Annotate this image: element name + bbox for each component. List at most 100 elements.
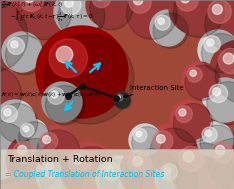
Circle shape — [0, 100, 35, 140]
Circle shape — [90, 0, 133, 30]
Circle shape — [19, 122, 50, 153]
Circle shape — [115, 93, 131, 109]
Circle shape — [150, 128, 197, 175]
Circle shape — [0, 0, 23, 68]
Circle shape — [185, 65, 220, 100]
Circle shape — [0, 62, 18, 118]
Circle shape — [155, 15, 170, 30]
Circle shape — [158, 18, 165, 24]
Circle shape — [6, 134, 58, 186]
Circle shape — [12, 0, 68, 36]
Circle shape — [0, 67, 22, 122]
Circle shape — [129, 0, 151, 13]
Circle shape — [65, 147, 120, 189]
Circle shape — [4, 109, 11, 116]
Circle shape — [170, 138, 230, 189]
Circle shape — [116, 94, 123, 101]
Circle shape — [201, 33, 234, 73]
Circle shape — [169, 0, 221, 34]
Circle shape — [158, 161, 197, 189]
Circle shape — [157, 135, 165, 143]
Circle shape — [155, 158, 195, 189]
Circle shape — [126, 0, 177, 39]
Circle shape — [18, 146, 27, 155]
Circle shape — [36, 26, 128, 118]
Circle shape — [197, 122, 233, 158]
Circle shape — [72, 154, 82, 164]
Circle shape — [150, 10, 186, 46]
Circle shape — [61, 0, 81, 15]
Circle shape — [114, 92, 130, 108]
Circle shape — [176, 0, 198, 11]
Circle shape — [208, 0, 231, 23]
Circle shape — [187, 67, 202, 82]
Circle shape — [122, 0, 174, 36]
Circle shape — [200, 0, 234, 48]
Circle shape — [202, 127, 217, 142]
Circle shape — [54, 0, 102, 36]
Circle shape — [0, 122, 31, 184]
Circle shape — [161, 164, 177, 180]
Circle shape — [198, 30, 234, 70]
Circle shape — [100, 160, 143, 189]
Circle shape — [1, 106, 17, 122]
Circle shape — [213, 88, 221, 96]
Circle shape — [36, 153, 80, 189]
Circle shape — [210, 40, 234, 100]
Circle shape — [204, 36, 220, 52]
Circle shape — [205, 0, 234, 52]
Circle shape — [129, 124, 161, 156]
Circle shape — [102, 162, 121, 181]
Circle shape — [65, 0, 73, 7]
Circle shape — [51, 91, 58, 98]
Circle shape — [23, 126, 29, 132]
Circle shape — [46, 163, 54, 171]
Circle shape — [43, 136, 51, 144]
Circle shape — [42, 82, 82, 122]
Circle shape — [204, 134, 234, 186]
Text: Translation + Rotation: Translation + Rotation — [7, 155, 113, 164]
Circle shape — [56, 46, 73, 63]
Circle shape — [117, 95, 121, 98]
Circle shape — [13, 141, 35, 163]
Circle shape — [182, 62, 218, 98]
Circle shape — [153, 131, 173, 151]
FancyBboxPatch shape — [0, 149, 234, 189]
Circle shape — [209, 84, 228, 103]
Circle shape — [175, 143, 234, 189]
Circle shape — [200, 125, 234, 160]
Circle shape — [96, 156, 140, 189]
Text: = Coupled Translation of Interaction Sites: = Coupled Translation of Interaction Sit… — [5, 170, 164, 179]
Circle shape — [164, 167, 171, 174]
Circle shape — [133, 0, 143, 5]
Circle shape — [48, 88, 64, 104]
Circle shape — [0, 116, 27, 180]
Circle shape — [40, 157, 83, 189]
Circle shape — [96, 0, 104, 1]
Circle shape — [24, 0, 34, 2]
Circle shape — [133, 129, 147, 142]
Circle shape — [216, 146, 225, 155]
Circle shape — [11, 41, 18, 48]
Circle shape — [136, 131, 142, 137]
Circle shape — [173, 103, 213, 143]
Circle shape — [92, 0, 111, 8]
Circle shape — [223, 53, 234, 64]
Circle shape — [176, 106, 192, 122]
Text: Interaction Site: Interaction Site — [124, 85, 184, 98]
Circle shape — [33, 126, 77, 170]
Circle shape — [2, 32, 42, 72]
Circle shape — [0, 0, 28, 73]
Circle shape — [106, 166, 113, 174]
Circle shape — [128, 152, 151, 175]
Circle shape — [178, 146, 204, 172]
Circle shape — [44, 34, 134, 124]
Circle shape — [0, 103, 38, 143]
Circle shape — [183, 151, 194, 162]
Circle shape — [215, 45, 234, 104]
Circle shape — [179, 109, 186, 116]
Circle shape — [86, 0, 130, 27]
Text: $\boldsymbol{h}(k)=\boldsymbol{w}(k)\boldsymbol{c}(k)\boldsymbol{w}(k)+\boldsymb: $\boldsymbol{h}(k)=\boldsymbol{w}(k)\bol… — [1, 90, 101, 99]
Circle shape — [146, 124, 194, 172]
Circle shape — [16, 119, 48, 151]
